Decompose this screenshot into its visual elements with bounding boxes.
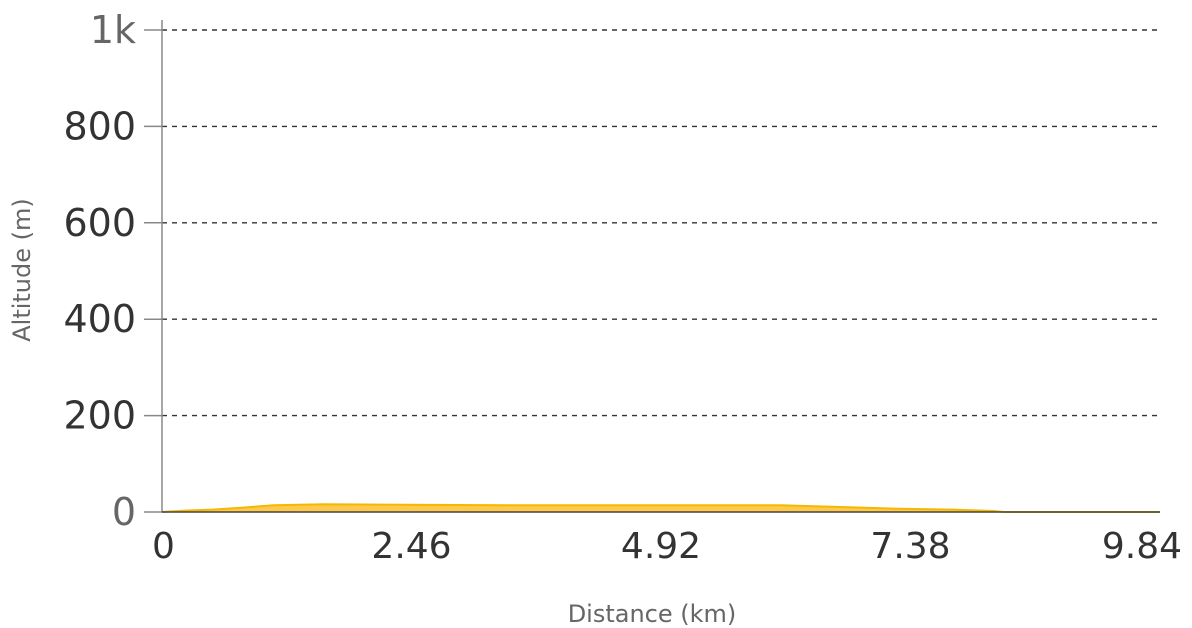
y-axis-title: Altitude (m) <box>8 198 36 342</box>
y-ticks: 0 200 400 600 800 1k <box>63 8 162 534</box>
x-tick-label: 9.84 <box>1102 526 1182 567</box>
y-tick-label: 600 <box>63 201 136 245</box>
x-tick-label: 4.92 <box>621 526 701 567</box>
y-tick-label: 1k <box>90 8 136 52</box>
x-tick-label: 2.46 <box>371 526 451 567</box>
x-ticks: 0 2.46 4.92 7.38 9.84 <box>152 526 1182 567</box>
y-tick-label: 200 <box>63 394 136 438</box>
x-tick-label: 0 <box>152 526 175 567</box>
plot-area <box>161 503 1160 513</box>
y-tick-label: 800 <box>63 104 136 148</box>
y-tick-label: 400 <box>63 297 136 341</box>
axes <box>161 20 1160 513</box>
grid-lines <box>162 29 1160 417</box>
x-tick-label: 7.38 <box>870 526 950 567</box>
y-tick-label: 0 <box>112 490 136 534</box>
x-axis-title: Distance (km) <box>568 600 737 628</box>
altitude-area <box>162 504 1160 512</box>
